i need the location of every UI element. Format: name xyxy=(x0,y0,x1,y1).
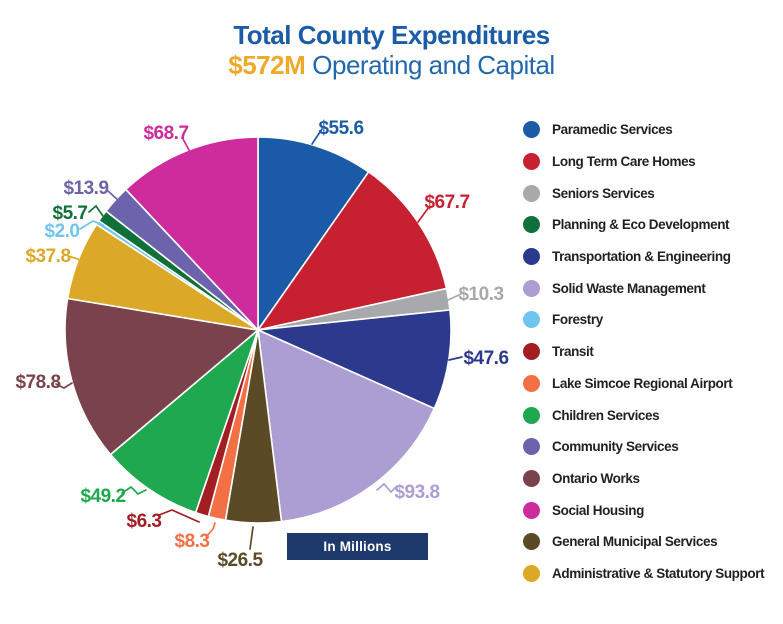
pie-value-label-seniors-services: $10.3 xyxy=(458,284,503,305)
units-badge: In Millions xyxy=(287,533,428,560)
leader-line-general-municipal-services xyxy=(249,526,254,550)
legend-label: Transit xyxy=(552,344,594,360)
leader-line-long-term-care-homes xyxy=(417,206,430,223)
legend-item-general-municipal-services: General Municipal Services xyxy=(523,526,764,558)
legend-swatch-planning-eco-development xyxy=(523,216,540,234)
legend-label: Long Term Care Homes xyxy=(552,154,696,170)
legend-item-community-services: Community Services xyxy=(523,431,764,463)
legend-label: Social Housing xyxy=(552,502,644,518)
legend-swatch-social-housing xyxy=(523,501,540,519)
leader-line-solid-waste-management xyxy=(376,482,398,494)
legend-swatch-community-services xyxy=(523,438,540,456)
legend-swatch-general-municipal-services xyxy=(523,533,540,551)
pie-value-label-administrative-statutory-support: $37.8 xyxy=(25,246,70,267)
legend-item-transit: Transit xyxy=(523,336,764,368)
leader-line-administrative-statutory-support xyxy=(67,255,86,267)
legend-swatch-forestry xyxy=(523,311,540,329)
legend-item-planning-eco-development: Planning & Eco Development xyxy=(523,209,764,241)
pie-value-label-solid-waste-management: $93.8 xyxy=(394,482,439,503)
pie-value-label-long-term-care-homes: $67.7 xyxy=(424,192,469,213)
leader-line-transit xyxy=(158,509,200,523)
legend-swatch-long-term-care-homes xyxy=(523,153,540,171)
legend-item-forestry: Forestry xyxy=(523,304,764,336)
legend-label: Community Services xyxy=(552,439,679,455)
legend-label: General Municipal Services xyxy=(552,534,718,550)
legend-item-administrative-statutory-support: Administrative & Statutory Support xyxy=(523,558,765,590)
legend-label: Ontario Works xyxy=(552,470,640,486)
legend-item-lake-simcoe-regional-airport: Lake Simcoe Regional Airport xyxy=(523,368,764,400)
pie-value-label-transit: $6.3 xyxy=(127,511,162,532)
pie-value-label-lake-simcoe-regional-airport: $8.3 xyxy=(175,531,210,552)
legend-label: Children Services xyxy=(552,407,660,423)
leader-line-children-services xyxy=(121,485,147,496)
leader-line-paramedic-services xyxy=(311,128,323,145)
pie-slice-social-housing xyxy=(125,136,259,331)
legend-label: Administrative & Statutory Support xyxy=(552,565,765,581)
legend-swatch-paramedic-services xyxy=(523,121,540,139)
legend-label: Transportation & Engineering xyxy=(552,249,731,265)
pie-slice-long-term-care-homes xyxy=(257,171,448,331)
pie-value-label-paramedic-services: $55.6 xyxy=(318,118,363,139)
leader-line-seniors-services xyxy=(445,293,462,302)
legend-label: Paramedic Services xyxy=(552,122,673,138)
leader-line-social-housing xyxy=(182,138,190,151)
header: Total County Expenditures $572M Operating… xyxy=(0,20,783,80)
page-title: Total County Expenditures xyxy=(233,20,550,50)
pie-value-label-forestry: $2.0 xyxy=(45,221,80,242)
pie-value-label-general-municipal-services: $26.5 xyxy=(217,550,263,571)
legend-item-seniors-services: Seniors Services xyxy=(523,177,764,209)
leader-line-ontario-works xyxy=(55,382,73,389)
legend-item-social-housing: Social Housing xyxy=(523,494,764,526)
legend-item-long-term-care-homes: Long Term Care Homes xyxy=(523,146,764,178)
pie-slice-ontario-works xyxy=(64,297,259,456)
legend-swatch-transit xyxy=(523,343,540,361)
legend-label: Seniors Services xyxy=(552,185,655,201)
legend-swatch-administrative-statutory-support xyxy=(523,564,540,582)
pie-value-label-social-housing: $68.7 xyxy=(143,123,188,144)
leader-line-planning-eco-development xyxy=(88,204,104,217)
legend-label: Solid Waste Management xyxy=(552,280,706,296)
legend-item-solid-waste-management: Solid Waste Management xyxy=(523,272,764,304)
leader-line-forestry xyxy=(79,220,104,230)
pie-slice-paramedic-services xyxy=(257,136,370,331)
legend-label: Planning & Eco Development xyxy=(552,217,730,233)
subtitle-text: Operating and Capital xyxy=(312,50,555,81)
pie-value-label-children-services: $49.2 xyxy=(80,486,125,507)
pie-value-label-community-services: $13.9 xyxy=(63,178,108,199)
legend-swatch-children-services xyxy=(523,406,540,424)
pie-value-label-ontario-works: $78.8 xyxy=(15,372,60,393)
legend-swatch-seniors-services xyxy=(523,184,540,202)
legend: Paramedic Services Long Term Care Homes Se… xyxy=(523,114,765,590)
legend-item-children-services: Children Services xyxy=(523,399,764,431)
pie-value-label-transportation-engineering: $47.6 xyxy=(463,348,508,369)
legend-label: Forestry xyxy=(552,312,603,328)
leader-line-lake-simcoe-regional-airport xyxy=(205,522,216,538)
legend-swatch-transportation-engineering xyxy=(523,248,540,266)
pie-value-label-planning-eco-development: $5.7 xyxy=(53,203,88,224)
legend-item-transportation-engineering: Transportation & Engineering xyxy=(523,241,764,273)
pie-slice-solid-waste-management xyxy=(257,329,436,523)
leader-line-community-services xyxy=(107,190,120,202)
legend-swatch-lake-simcoe-regional-airport xyxy=(523,374,540,392)
legend-item-ontario-works: Ontario Works xyxy=(523,463,764,495)
total-amount: $572M xyxy=(228,50,306,81)
pie-slice-children-services xyxy=(109,329,259,514)
legend-swatch-solid-waste-management xyxy=(523,279,540,297)
legend-label: Lake Simcoe Regional Airport xyxy=(552,375,733,391)
legend-item-paramedic-services: Paramedic Services xyxy=(523,114,764,146)
leader-line-transportation-engineering xyxy=(448,356,463,361)
page-subtitle: $572M Operating and Capital xyxy=(0,50,783,80)
legend-swatch-ontario-works xyxy=(523,469,540,487)
